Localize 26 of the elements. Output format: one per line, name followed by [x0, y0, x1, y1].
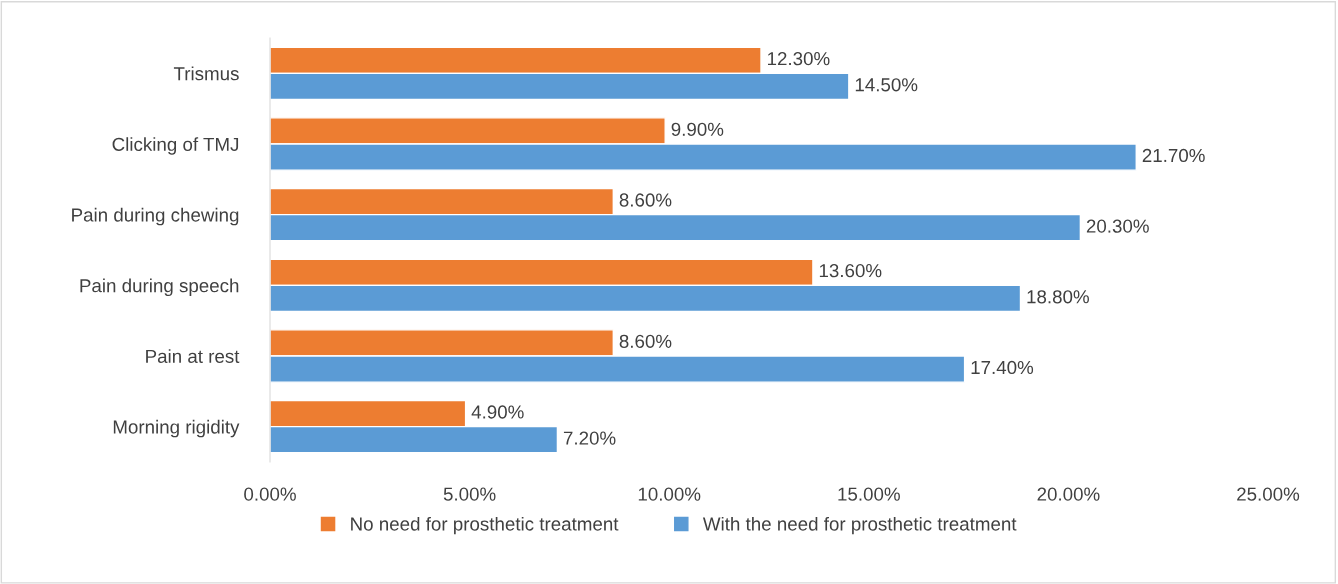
data-label: 8.60% [619, 193, 672, 207]
y-tick-label: Clicking of TMJ [112, 137, 239, 155]
data-label: 18.80% [1027, 290, 1089, 304]
y-tick-label: Pain during speech [80, 278, 239, 297]
x-tick-label: 0.00% [244, 487, 296, 501]
data-label: 21.70% [1142, 148, 1205, 163]
x-tick-label: 15.00% [838, 487, 900, 501]
y-tick-label: Pain during chewing [72, 207, 239, 226]
x-tick-label: 5.00% [443, 487, 496, 501]
data-label: 14.50% [855, 78, 918, 92]
data-label: 13.60% [819, 264, 882, 278]
legend-label: With the need for prosthetic treatment [702, 516, 1017, 535]
y-tick-label: Trismus [173, 66, 239, 81]
x-tick-label: 25.00% [1237, 487, 1300, 501]
x-tick-label: 10.00% [638, 487, 701, 501]
y-tick-label: Morning rigidity [113, 419, 240, 438]
x-tick-label: 20.00% [1037, 487, 1100, 501]
data-label: 7.20% [563, 431, 616, 445]
y-tick-label: Pain at rest [146, 349, 240, 363]
data-label: 17.40% [971, 360, 1034, 375]
data-label: 12.30% [768, 52, 830, 66]
data-label: 8.60% [619, 334, 672, 348]
data-label: 20.30% [1086, 219, 1149, 233]
data-label: 9.90% [671, 122, 724, 136]
legend-label: No need for prosthetic treatment [351, 516, 619, 535]
data-label: 4.90% [471, 405, 524, 419]
